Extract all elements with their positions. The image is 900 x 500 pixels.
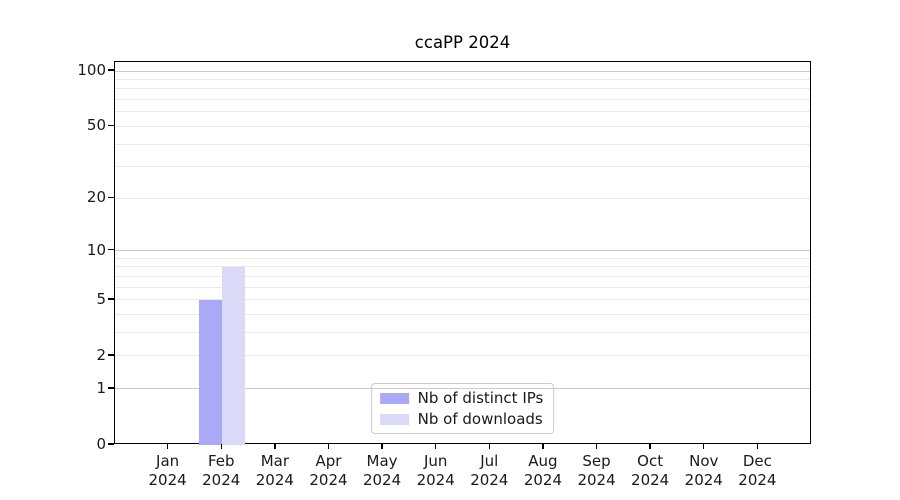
gridline-minor — [115, 314, 810, 316]
gridline-minor — [115, 111, 810, 113]
gridline-major — [115, 250, 810, 252]
gridline-minor — [115, 276, 810, 278]
x-tick-mark — [434, 444, 437, 449]
y-tick-label: 50 — [86, 116, 106, 135]
y-tick-label: 1 — [96, 378, 106, 397]
y-tick-mark — [108, 298, 114, 300]
x-tick-mark — [756, 444, 759, 449]
y-tick-label: 2 — [96, 345, 106, 364]
x-tick-mark — [381, 444, 383, 449]
x-tick-label: Aug 2024 — [523, 452, 563, 489]
y-tick-mark — [108, 354, 114, 356]
x-tick-mark — [542, 444, 544, 449]
x-tick-label: Feb 2024 — [202, 452, 241, 489]
gridline-minor — [115, 286, 810, 288]
chart-title: ccaPP 2024 — [414, 33, 511, 52]
x-tick-mark — [488, 444, 490, 449]
bar-nb-of-downloads-feb-2024 — [222, 266, 245, 445]
x-tick-label: Oct 2024 — [631, 452, 670, 489]
gridline-minor — [115, 143, 810, 145]
gridline-minor — [115, 79, 810, 81]
gridline-minor — [115, 266, 810, 268]
x-tick-label: Dec 2024 — [738, 452, 777, 489]
plot-area: Nb of distinct IPs Nb of downloads — [114, 61, 811, 445]
y-tick-label: 20 — [86, 188, 106, 207]
gridline-major — [115, 388, 810, 390]
x-tick-label: Sep 2024 — [577, 452, 616, 489]
x-tick-label: Jan 2024 — [148, 452, 187, 489]
x-tick-label: Jul 2024 — [470, 452, 509, 489]
y-tick-label: 10 — [86, 240, 106, 259]
x-tick-label: Apr 2024 — [309, 452, 348, 489]
y-tick-label: 100 — [77, 61, 106, 80]
legend-item: Nb of downloads — [379, 410, 544, 428]
x-tick-label: Nov 2024 — [684, 452, 723, 489]
legend: Nb of distinct IPs Nb of downloads — [370, 383, 555, 434]
y-tick-label: 5 — [96, 289, 106, 308]
gridline-minor — [115, 355, 810, 357]
y-tick-mark — [108, 124, 114, 127]
x-tick-mark — [649, 444, 651, 449]
x-tick-mark — [220, 444, 222, 449]
gridline-minor — [115, 125, 810, 127]
legend-item: Nb of distinct IPs — [379, 389, 544, 407]
gridline-minor — [115, 299, 810, 301]
x-tick-mark — [274, 444, 276, 449]
x-tick-mark — [327, 444, 330, 449]
x-tick-label: May 2024 — [362, 452, 402, 489]
legend-swatch-nb-of-downloads — [379, 413, 409, 425]
y-tick-mark — [108, 196, 114, 199]
y-tick-label: 0 — [96, 435, 106, 453]
y-tick-mark — [108, 387, 114, 389]
y-tick-mark — [108, 69, 114, 71]
gridline-minor — [115, 88, 810, 90]
legend-label: Nb of distinct IPs — [417, 389, 544, 407]
x-tick-mark — [595, 444, 598, 449]
y-tick-mark — [108, 249, 114, 251]
legend-swatch-nb-of-distinct-ips — [379, 392, 409, 404]
gridline-major — [115, 70, 810, 72]
x-tick-mark — [166, 444, 169, 449]
gridline-minor — [115, 197, 810, 199]
x-tick-label: Mar 2024 — [255, 452, 294, 489]
bar-nb-of-distinct-ips-feb-2024 — [199, 299, 223, 445]
y-tick-mark — [108, 443, 114, 445]
gridline-minor — [115, 332, 810, 334]
x-tick-label: Jun 2024 — [416, 452, 455, 489]
x-tick-mark — [703, 444, 705, 449]
gridline-minor — [115, 99, 810, 101]
gridline-minor — [115, 257, 810, 259]
legend-label: Nb of downloads — [417, 410, 543, 428]
gridline-minor — [115, 166, 810, 168]
